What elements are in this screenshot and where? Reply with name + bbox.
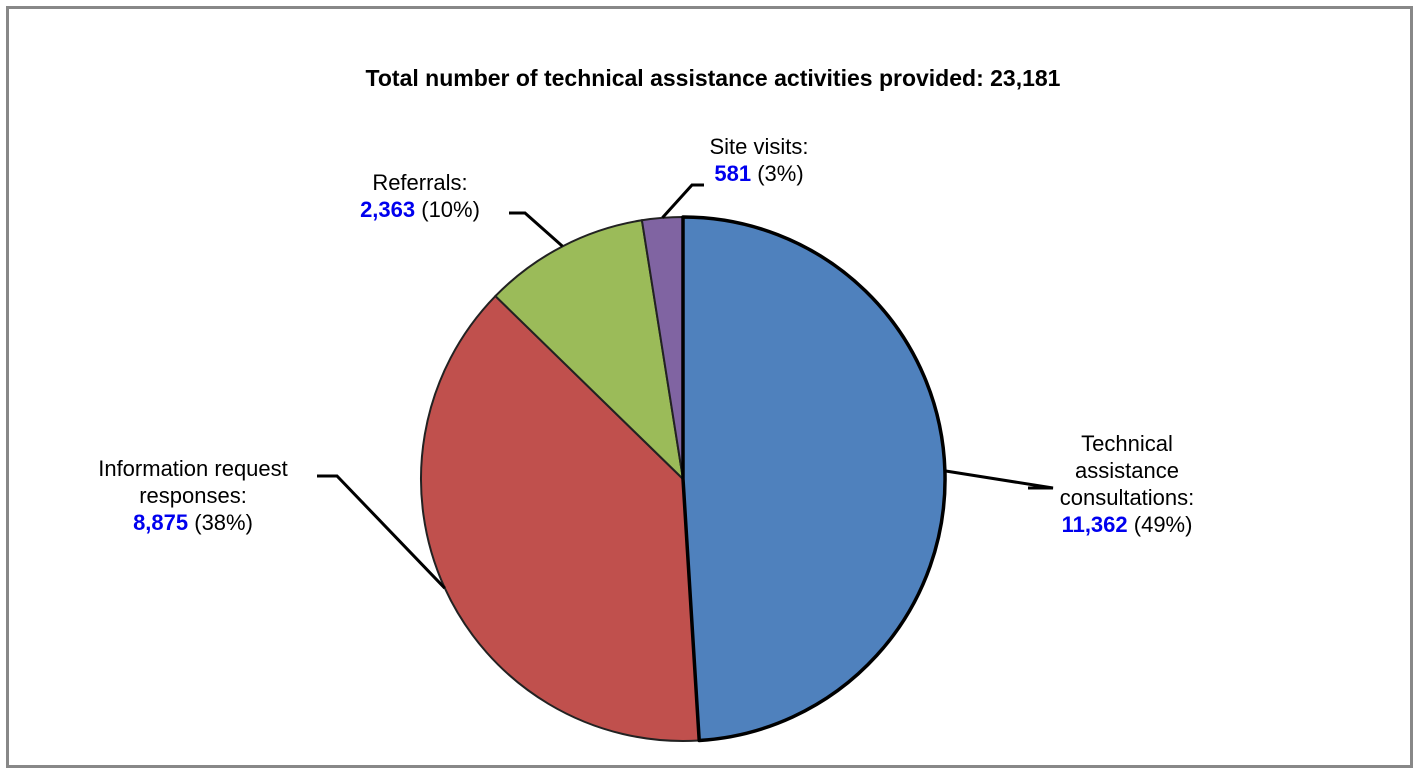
pie-slice-information-request-responses (419, 294, 701, 742)
label-information-request-responses-line-1: Information request (98, 456, 288, 481)
value-label-technical-assistance-consultations: 11,362 (49%) (1062, 512, 1193, 537)
value-site-visits: 581 (714, 161, 751, 186)
leader-lines (317, 183, 1054, 590)
value-label-site-visits: 581 (3%) (714, 161, 803, 186)
value-label-information-request-responses: 8,875 (38%) (133, 510, 253, 535)
percent-information-request-responses: (38%) (188, 510, 253, 535)
percent-technical-assistance-consultations: (49%) (1128, 512, 1193, 537)
value-information-request-responses: 8,875 (133, 510, 188, 535)
pie-slice-referrals (494, 219, 685, 482)
percent-site-visits: (3%) (751, 161, 804, 186)
value-referrals: 2,363 (360, 197, 415, 222)
leader-line-information-request-responses (317, 474, 446, 590)
pie-slice-technical-assistance-consultations (682, 215, 946, 742)
label-technical-assistance-consultations-line-1: Technical (1081, 431, 1173, 456)
value-label-referrals: 2,363 (10%) (360, 197, 480, 222)
leader-line-technical-assistance-consultations (944, 469, 1054, 490)
label-technical-assistance-consultations-line-3: consultations: (1060, 485, 1195, 510)
percent-referrals: (10%) (415, 197, 480, 222)
pie-slices (419, 215, 947, 743)
chart-title: Total number of technical assistance act… (366, 65, 1061, 91)
data-labels: Technicalassistanceconsultations:11,362 … (98, 134, 1194, 537)
label-site-visits-line-1: Site visits: (709, 134, 808, 159)
label-information-request-responses-line-2: responses: (139, 483, 247, 508)
label-referrals-line-1: Referrals: (372, 170, 467, 195)
leader-line-referrals (509, 211, 564, 248)
leader-line-site-visits (661, 183, 704, 219)
label-technical-assistance-consultations-line-2: assistance (1075, 458, 1179, 483)
value-technical-assistance-consultations: 11,362 (1062, 512, 1128, 537)
